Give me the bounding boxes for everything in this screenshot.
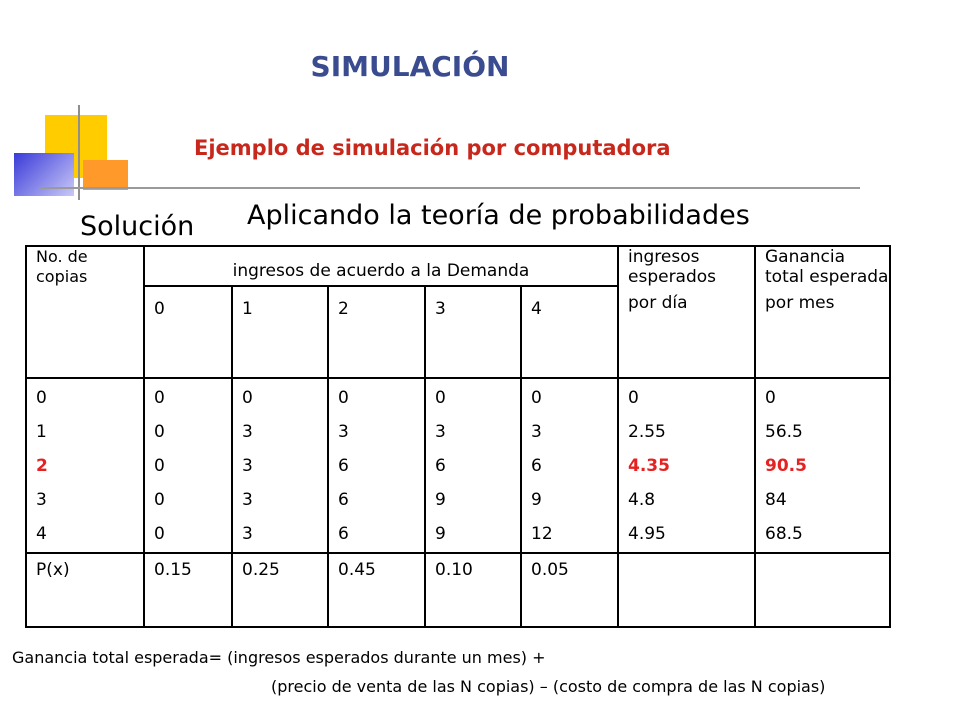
section-heading: Aplicando la teoría de probabilidades <box>247 200 750 231</box>
demand-level: 4 <box>520 285 619 379</box>
income-value: 0 <box>338 388 349 408</box>
income-value: 0 <box>435 388 446 408</box>
header-ingresos-esperados-line2: por día <box>628 293 688 313</box>
expected-monthly-value: 68.5 <box>765 524 803 544</box>
expected-monthly-value-optimal: 90.5 <box>765 456 807 476</box>
demand-level: 1 <box>231 285 329 379</box>
income-value: 3 <box>435 422 446 442</box>
copies-value: 0 <box>36 388 47 408</box>
income-value: 9 <box>531 490 542 510</box>
simulation-table: No. de copias ingresos de acuerdo a la D… <box>25 245 891 628</box>
expected-monthly-value: 56.5 <box>765 422 803 442</box>
expected-daily-value: 2.55 <box>628 422 666 442</box>
income-value: 9 <box>435 490 446 510</box>
empty-cell <box>617 552 756 628</box>
formula-line-1: Ganancia total esperada= (ingresos esper… <box>12 648 546 667</box>
income-value: 0 <box>531 388 542 408</box>
income-demand-0-column: 0 0 0 0 0 <box>143 377 233 554</box>
income-demand-2-column: 0 3 6 6 6 <box>327 377 426 554</box>
copies-value: 4 <box>36 524 47 544</box>
header-ingresos-demanda: ingresos de acuerdo a la Demanda <box>143 245 619 287</box>
probability-value: 0.45 <box>327 552 426 628</box>
demand-level: 2 <box>327 285 426 379</box>
copies-value-optimal: 2 <box>36 456 48 476</box>
income-value: 3 <box>242 524 253 544</box>
decor-vertical-line <box>78 105 80 200</box>
income-value: 6 <box>338 456 349 476</box>
header-ganancia-line2: por mes <box>765 293 835 313</box>
expected-daily-value: 4.95 <box>628 524 666 544</box>
income-value: 9 <box>435 524 446 544</box>
header-ingresos-esperados-line1: ingresos esperados <box>628 247 717 287</box>
decor-horizontal-line <box>40 187 860 189</box>
header-ganancia: Ganancia total esperada por mes <box>754 245 891 379</box>
slide-subtitle: Ejemplo de simulación por computadora <box>194 136 671 160</box>
income-demand-3-column: 0 3 6 9 9 <box>424 377 522 554</box>
expected-monthly-column: 0 56.5 90.5 84 68.5 <box>754 377 891 554</box>
decor-orange-square <box>83 160 128 190</box>
income-value: 3 <box>242 422 253 442</box>
decor-blue-square <box>14 153 74 196</box>
income-value: 3 <box>338 422 349 442</box>
income-value: 3 <box>242 456 253 476</box>
income-demand-1-column: 0 3 3 3 3 <box>231 377 329 554</box>
copies-value: 1 <box>36 422 47 442</box>
expected-daily-value: 0 <box>628 388 639 408</box>
demand-level: 3 <box>424 285 522 379</box>
income-value: 6 <box>338 490 349 510</box>
demand-level: 0 <box>143 285 233 379</box>
probability-value: 0.05 <box>520 552 619 628</box>
income-value: 12 <box>531 524 553 544</box>
income-value: 3 <box>242 490 253 510</box>
income-value: 6 <box>435 456 446 476</box>
expected-monthly-value: 0 <box>765 388 776 408</box>
header-ingresos-esperados: ingresos esperados por día <box>617 245 756 379</box>
income-value: 0 <box>154 524 165 544</box>
expected-daily-value: 4.8 <box>628 490 656 510</box>
formula-line-2: (precio de venta de las N copias) – (cos… <box>271 677 826 696</box>
probability-value: 0.15 <box>143 552 233 628</box>
solucion-label: Solución <box>80 211 195 242</box>
expected-daily-column: 0 2.55 4.35 4.8 4.95 <box>617 377 756 554</box>
header-ganancia-line1: Ganancia total esperada <box>765 247 889 287</box>
empty-cell <box>754 552 891 628</box>
px-label: P(x) <box>25 552 145 628</box>
income-value: 3 <box>531 422 542 442</box>
slide-title: SIMULACIÓN <box>310 50 510 83</box>
income-value: 0 <box>242 388 253 408</box>
income-value: 0 <box>154 490 165 510</box>
income-value: 0 <box>154 456 165 476</box>
expected-monthly-value: 84 <box>765 490 787 510</box>
header-no-copias: No. de copias <box>25 245 145 379</box>
expected-daily-value-optimal: 4.35 <box>628 456 670 476</box>
income-value: 6 <box>338 524 349 544</box>
probability-value: 0.25 <box>231 552 329 628</box>
copies-value: 3 <box>36 490 47 510</box>
income-value: 0 <box>154 422 165 442</box>
probability-value: 0.10 <box>424 552 522 628</box>
copies-column: 0 1 2 3 4 <box>25 377 145 554</box>
income-value: 0 <box>154 388 165 408</box>
income-value: 6 <box>531 456 542 476</box>
income-demand-4-column: 0 3 6 9 12 <box>520 377 619 554</box>
